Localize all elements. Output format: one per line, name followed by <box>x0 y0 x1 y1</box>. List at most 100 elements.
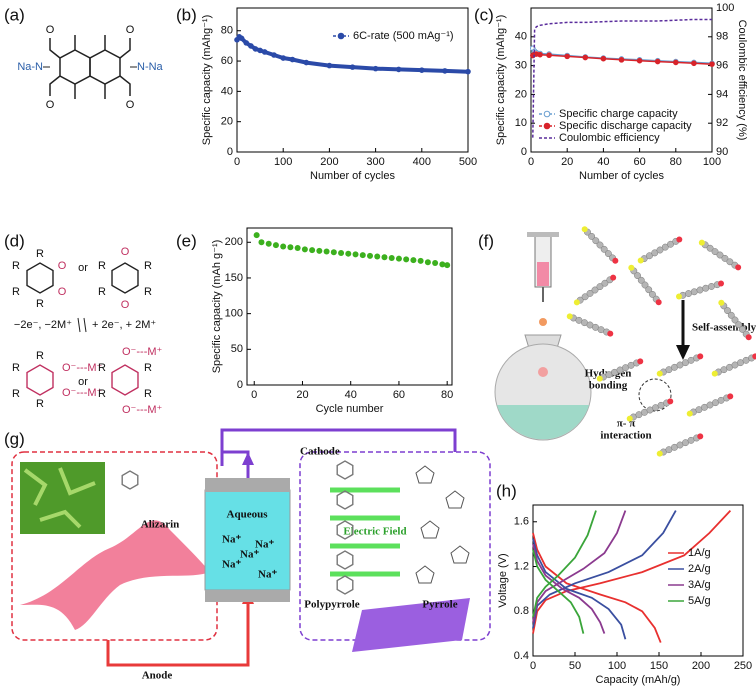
point <box>287 244 294 251</box>
atom <box>745 334 752 341</box>
pyrrole <box>415 465 435 484</box>
atom-label: O <box>126 99 135 111</box>
atom <box>685 290 692 297</box>
scheme-label: R <box>98 260 106 272</box>
atom <box>697 433 704 440</box>
marker <box>673 59 679 66</box>
atom <box>612 257 619 264</box>
shape <box>538 367 548 377</box>
annotation: interaction <box>600 430 651 442</box>
x-tick-label: 300 <box>366 156 384 168</box>
shape <box>497 405 589 440</box>
scheme-label: O⁻---M⁺ <box>62 362 103 374</box>
y2-tick-label: 98 <box>716 31 728 43</box>
y-tick-label: 50 <box>231 343 243 355</box>
scheme-label: R <box>144 388 152 400</box>
shape <box>20 520 210 630</box>
plot-frame <box>236 7 469 153</box>
scheme-label: R <box>36 298 44 310</box>
field-label: Electric Field <box>343 526 406 538</box>
atom <box>601 279 609 287</box>
atom <box>702 284 710 292</box>
atom <box>566 313 573 320</box>
scheme-label: or <box>78 262 88 274</box>
marker <box>280 55 287 61</box>
marker <box>709 61 715 67</box>
ring <box>26 364 54 396</box>
legend-label: 2A/g <box>688 563 711 575</box>
marker <box>564 53 571 60</box>
y-tick-label: 20 <box>221 116 233 128</box>
annotation: bonding <box>589 380 628 392</box>
panel-label: (f) <box>478 231 494 250</box>
atom <box>610 274 617 281</box>
atom <box>637 257 644 264</box>
atom <box>649 290 656 298</box>
point <box>424 259 431 266</box>
scheme-label: O⁻---M⁺ <box>122 404 163 416</box>
scheme-label: R <box>12 362 20 374</box>
atom <box>716 251 724 259</box>
atom <box>706 244 714 252</box>
shape <box>49 35 131 99</box>
shape <box>330 487 400 577</box>
x-tick-label: 50 <box>569 660 581 672</box>
panel-label: (e) <box>176 231 197 250</box>
marker <box>372 65 379 72</box>
x-axis-label: Capacity (mAh/g) <box>596 674 681 686</box>
ring <box>111 262 139 294</box>
shape <box>204 489 291 591</box>
atom <box>697 353 704 360</box>
marker <box>618 57 625 63</box>
atom <box>607 330 614 337</box>
y-tick-label: 0 <box>237 379 243 391</box>
point <box>294 244 301 251</box>
marker <box>691 60 697 67</box>
point <box>309 247 316 254</box>
y-axis-label: Specific capacity (mAhg⁻¹) <box>495 15 507 146</box>
atom <box>586 289 594 297</box>
y-tick-label: 30 <box>515 60 527 72</box>
ring <box>336 490 354 510</box>
shape <box>23 467 96 529</box>
atom <box>690 288 698 296</box>
point <box>395 255 402 262</box>
point <box>345 250 352 257</box>
marker <box>600 55 607 62</box>
atom <box>711 248 719 256</box>
shape <box>59 49 91 85</box>
legend-marker <box>543 110 551 118</box>
ring <box>121 470 139 490</box>
atom <box>727 393 734 400</box>
shape <box>106 592 250 667</box>
x-tick-label: 0 <box>251 389 257 401</box>
atom <box>596 241 604 249</box>
marker <box>349 64 356 70</box>
atom <box>718 280 725 287</box>
marker <box>654 58 661 65</box>
legend-marker <box>337 32 345 40</box>
atom <box>634 272 641 280</box>
scheme-label: R <box>12 388 20 400</box>
atom <box>645 286 653 294</box>
marker <box>395 66 402 73</box>
marker <box>289 56 296 63</box>
point <box>388 254 395 261</box>
x-axis-label: Number of cycles <box>310 170 395 182</box>
marker <box>257 47 263 54</box>
atom <box>731 316 739 324</box>
legend-marker <box>543 122 551 130</box>
atom <box>727 311 735 319</box>
atom <box>588 232 596 240</box>
panel-label: (h) <box>496 481 517 500</box>
atom <box>656 370 663 377</box>
x-tick-label: 0 <box>530 660 536 672</box>
atom <box>637 276 645 284</box>
x-tick-label: 80 <box>670 156 682 168</box>
point <box>253 232 260 239</box>
point <box>444 262 451 269</box>
legend-label: Specific charge capacity <box>559 108 678 120</box>
atom <box>711 370 718 377</box>
x-tick-label: 100 <box>608 660 626 672</box>
scheme-label: R <box>12 286 20 298</box>
